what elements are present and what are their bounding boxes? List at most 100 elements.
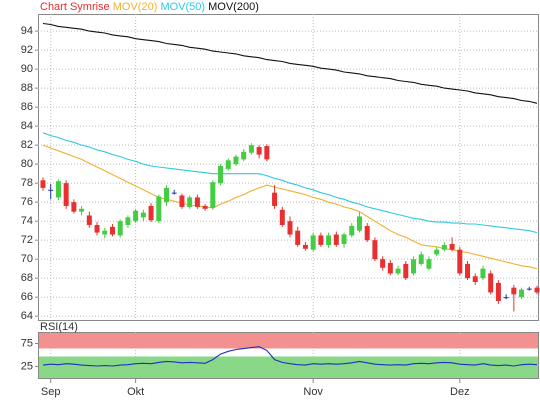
legend-entry: MOV(200) (208, 1, 259, 13)
candle-body (202, 205, 208, 209)
oversold-band (39, 356, 538, 378)
x-tick-label: Sep (41, 386, 61, 398)
candle-body (356, 216, 362, 231)
candle-body (318, 235, 324, 245)
candle-body (94, 224, 100, 233)
candle-body (241, 151, 247, 160)
rsi-panel (38, 332, 539, 379)
y-tick-label: 25 (21, 360, 33, 372)
candle-body (372, 240, 378, 260)
candle-body (79, 208, 85, 212)
candle-body (55, 181, 61, 198)
candle-body (210, 182, 216, 208)
candle-body (40, 180, 46, 188)
y-tick-label: 64 (21, 310, 33, 322)
y-tick-label: 82 (21, 139, 33, 151)
y-tick-label: 92 (21, 44, 33, 56)
y-tick-label: 78 (21, 177, 33, 189)
candle-body (472, 276, 478, 282)
series-line (42, 144, 538, 270)
candle-body (403, 263, 409, 279)
legend-entry: MOV(20) (113, 1, 158, 13)
candle-body (248, 145, 254, 153)
candle-body (526, 288, 532, 290)
candle-body (264, 146, 270, 160)
candle-body (480, 268, 486, 279)
candle-body (534, 287, 540, 293)
y-tick-label: 68 (21, 272, 33, 284)
candle-body (256, 147, 262, 155)
y-tick-label: 86 (21, 101, 33, 113)
series-line (42, 346, 538, 367)
candle-body (364, 225, 370, 241)
y-tick-label: 84 (21, 120, 33, 132)
candle-body (310, 235, 316, 250)
candle-body (387, 262, 393, 274)
candle-body (102, 230, 108, 235)
candle-body (279, 209, 285, 225)
candle-body (109, 226, 115, 235)
y-tick-label: 74 (21, 215, 33, 227)
y-tick-label: 76 (21, 196, 33, 208)
y-tick-label: 80 (21, 158, 33, 170)
candle-body (295, 230, 301, 245)
candle-body (380, 259, 386, 268)
candle-body (125, 217, 131, 225)
y-tick-label: 70 (21, 253, 33, 265)
y-tick-label: 94 (21, 25, 33, 37)
candle-body (140, 212, 146, 218)
candle-body (63, 183, 69, 206)
y-tick-label: 72 (21, 234, 33, 246)
candle-body (449, 243, 455, 250)
panel-title: RSI(14) (40, 321, 78, 333)
candle-body (411, 259, 416, 274)
candle-body (156, 196, 162, 222)
x-tick-label: Dez (450, 386, 470, 398)
candle-body (194, 197, 200, 207)
candle-body (488, 273, 494, 293)
series-line (42, 22, 538, 104)
candle-body (171, 192, 177, 194)
candle-body (434, 249, 440, 255)
candle-body (233, 156, 239, 165)
candle-body (341, 234, 347, 244)
candle-body (187, 197, 193, 207)
candle-body (148, 205, 154, 221)
candle-body (441, 244, 447, 250)
candle-body (86, 215, 92, 225)
legend-entry: MOV(50) (160, 1, 205, 13)
x-tick-label: Okt (127, 386, 144, 398)
candle-body (457, 249, 463, 274)
overbought-band (39, 333, 538, 349)
candle-body (326, 235, 332, 245)
chart-title: Chart Symrise (40, 1, 110, 13)
candle-body (272, 192, 278, 206)
candle-body (395, 268, 401, 274)
y-tick-label: 88 (21, 82, 33, 94)
candle-body (225, 160, 231, 169)
y-tick-label: 90 (21, 63, 33, 75)
candle-body (333, 234, 339, 245)
candle-body (48, 189, 54, 191)
candle-body (503, 297, 509, 299)
candle-body (519, 289, 525, 298)
candle-body (426, 259, 432, 269)
x-tick-label: Nov (303, 386, 323, 398)
candle-body (349, 225, 355, 236)
candle-body (117, 221, 123, 236)
y-tick-label: 75 (21, 337, 33, 349)
y-tick-label: 66 (21, 291, 33, 303)
series-line (42, 132, 538, 234)
candle-body (287, 221, 293, 235)
candle-body (495, 282, 501, 301)
candle-body (71, 202, 77, 212)
price-panel (38, 14, 539, 321)
candle-body (418, 254, 424, 264)
candle-body (465, 263, 471, 279)
candle-body (218, 166, 224, 184)
candle-body (302, 244, 308, 249)
candle-body (133, 210, 139, 222)
candle-body (164, 187, 169, 203)
candle-body (179, 195, 185, 207)
